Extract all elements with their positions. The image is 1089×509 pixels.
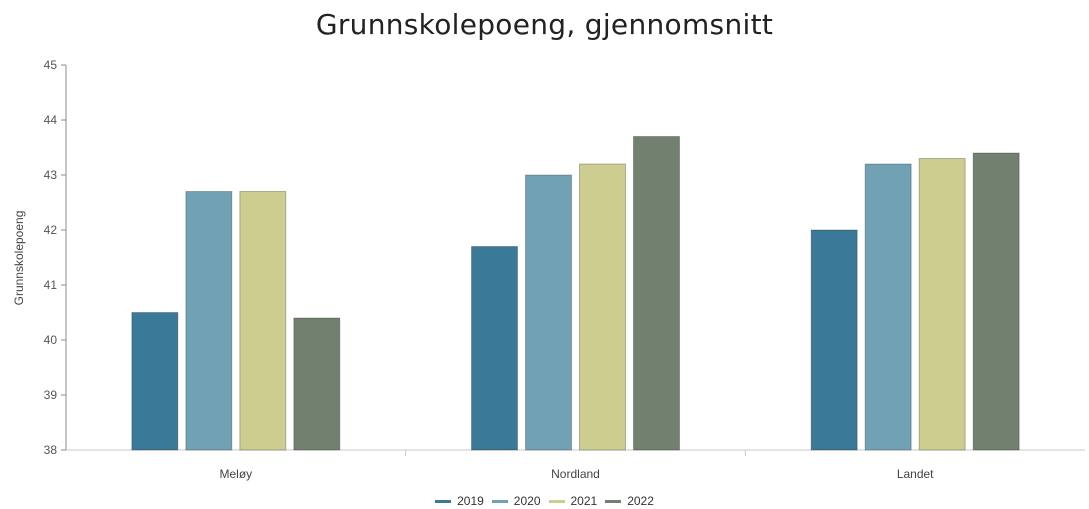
chart-plot: 38 39 40 41 42 43 44 45 Meløy Nordland Landet: [44, 58, 1085, 481]
legend-label: 2022: [627, 494, 654, 508]
legend-label: 2020: [513, 494, 541, 508]
y-tick-label: 41: [44, 278, 58, 292]
legend-item-2020[interactable]: 2020: [491, 494, 541, 508]
y-tick-label: 39: [44, 388, 58, 402]
x-tick-label: Landet: [897, 467, 934, 481]
legend-swatch: [548, 499, 565, 503]
chart-title: Grunnskolepoeng, gjennomsnitt: [315, 8, 774, 41]
bar-2019-Landet: [810, 229, 858, 451]
y-tick-label: 42: [44, 223, 58, 237]
bar-2020-Meløy: [185, 191, 233, 451]
y-tick-label: 45: [44, 58, 58, 72]
y-tick-label: 40: [44, 333, 58, 347]
bar-2019-Nordland: [471, 246, 518, 451]
bar-2021-Nordland: [579, 163, 626, 451]
bar-2022-Nordland: [633, 136, 680, 451]
bar-2022-Landet: [972, 152, 1020, 451]
bar-2021-Meløy: [239, 191, 287, 451]
legend-item-2021[interactable]: 2021: [548, 494, 598, 508]
legend-item-2019[interactable]: 2019: [435, 494, 484, 508]
bar-2021-Landet: [918, 158, 966, 451]
legend[interactable]: 2019 2020 2021 2022: [0, 494, 1089, 508]
legend-swatch: [435, 499, 452, 503]
legend-label: 2019: [457, 494, 484, 508]
legend-swatch: [605, 499, 622, 503]
bar-2020-Landet: [864, 163, 912, 451]
legend-label: 2021: [570, 494, 598, 508]
bar-2019-Meløy: [131, 312, 179, 451]
bar-2022-Meløy: [293, 317, 341, 451]
y-tick-label: 44: [44, 113, 58, 127]
x-tick-label: Nordland: [551, 467, 600, 481]
y-tick-label: 43: [44, 168, 58, 182]
y-tick-label: 38: [44, 443, 58, 457]
legend-swatch: [491, 499, 508, 503]
bar-2020-Nordland: [525, 174, 572, 451]
legend-item-2022[interactable]: 2022: [605, 494, 654, 508]
x-tick-label: Meløy: [219, 467, 252, 481]
